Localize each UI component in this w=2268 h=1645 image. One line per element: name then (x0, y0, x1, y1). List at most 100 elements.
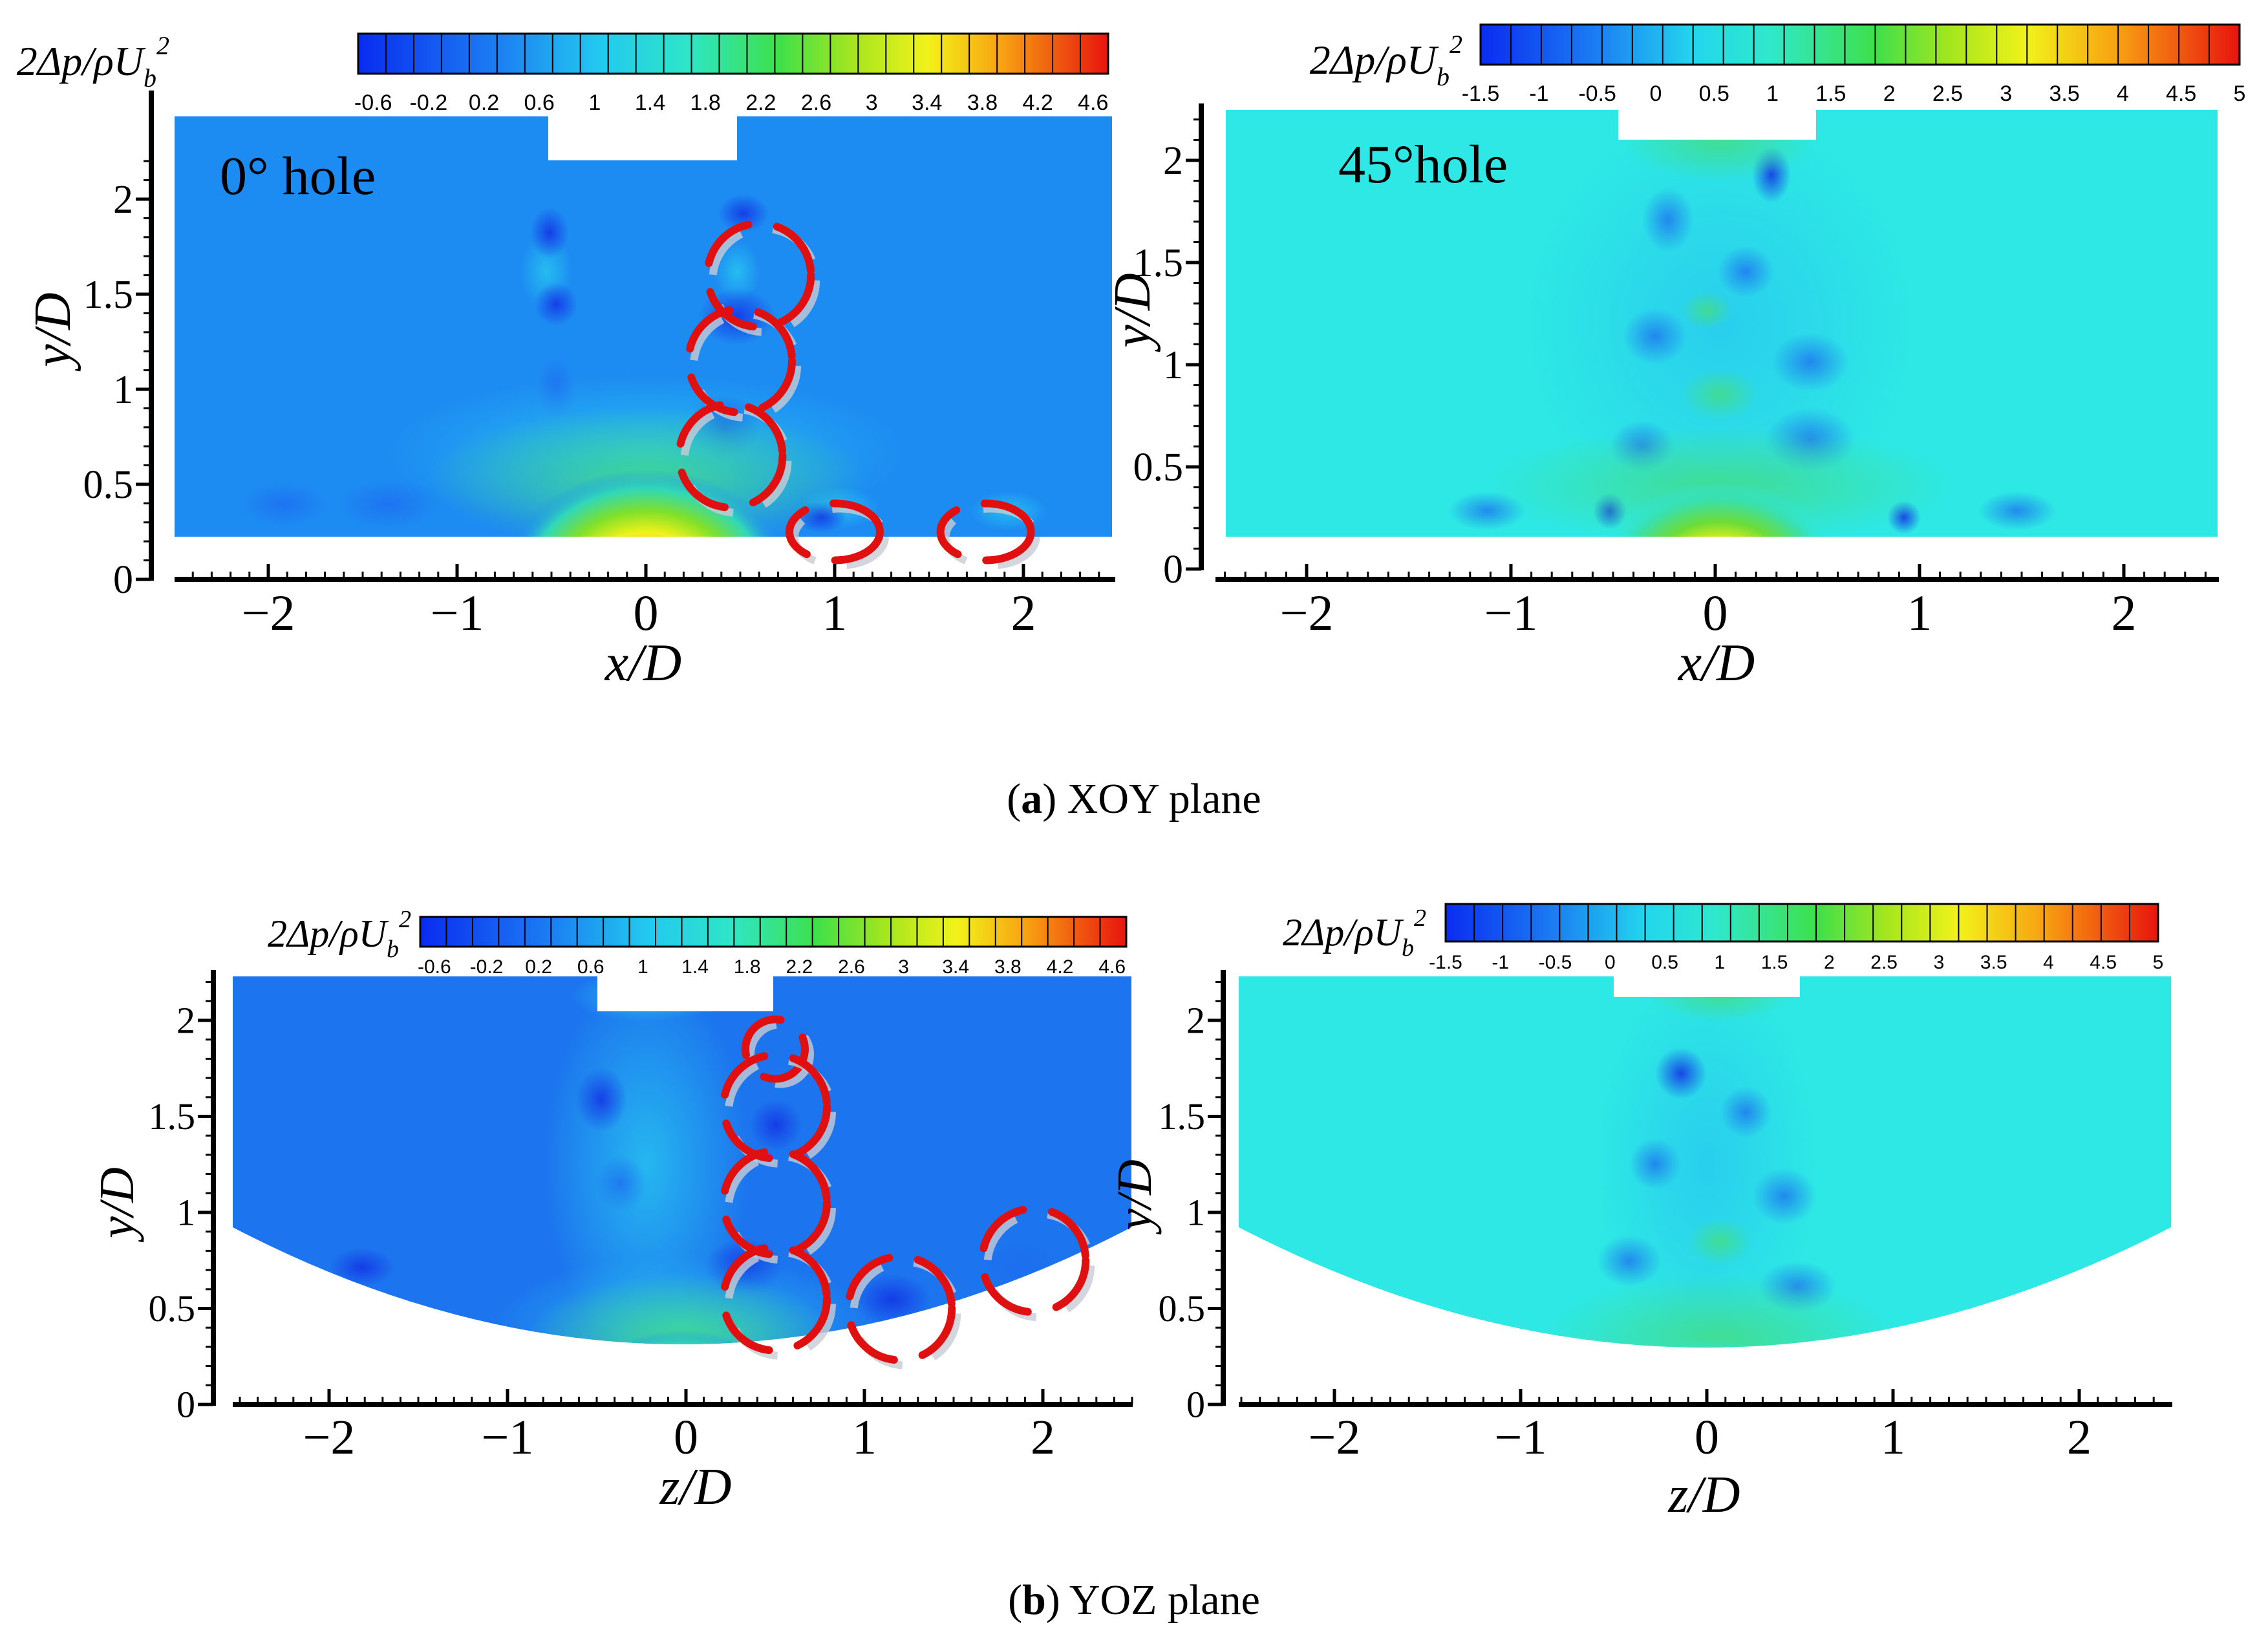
colorbar-ticks: -1.5 -1 -0.5 0 0.5 1 1.5 2 2.5 3 3.5 4 4.5 5 (1462, 81, 2246, 106)
colorbar-tick-label: -0.2 (410, 91, 448, 115)
colorbar-separators (385, 34, 1082, 74)
caption-b-letter: b (1022, 1576, 1046, 1624)
x-axis: −2 −1 0 1 2 (233, 1389, 1133, 1465)
vortex-ring (675, 400, 787, 511)
colorbar-gradient (1444, 903, 2159, 943)
colorbar-tick-label: -1.5 (1429, 952, 1462, 973)
colorbar-tick-label: 0.2 (525, 956, 552, 978)
colorbar-tick-label: -0.5 (1539, 952, 1572, 973)
vortex-ring-shadow (690, 310, 801, 422)
colorbar-separators (1510, 25, 2210, 65)
colorbar-tick-label: 0 (1605, 952, 1616, 973)
colorbar-tick-label: 2 (1824, 952, 1835, 973)
y-tick-label: 1.5 (149, 1095, 196, 1137)
vortex-ring-shadow (747, 1020, 814, 1088)
x-tick-label: 1 (822, 585, 848, 641)
colorbar-gradient (1479, 23, 2241, 66)
vortex-ring-shadow (725, 1152, 836, 1264)
heatmap-field (175, 116, 1112, 537)
vortex-ring (720, 1243, 831, 1355)
caption-a-letter: a (1021, 775, 1043, 822)
vortex-rings (720, 1015, 1095, 1370)
colorbar-tick-label: 4.6 (1098, 956, 1126, 978)
colorbar-ticks: -1.5 -1 -0.5 0 0.5 1 1.5 2 2.5 3 3.5 4 4.5 5 (1429, 952, 2163, 973)
y-tick-label: 1.5 (1159, 1095, 1206, 1137)
colorbar-tick-label: 5 (2153, 952, 2164, 973)
x-tick-label: −2 (1280, 585, 1334, 641)
colorbar-tick-label: 2.5 (1932, 81, 1963, 106)
y-axis-label: y/D (25, 292, 81, 372)
colorbar-tick-label: 3.8 (967, 91, 998, 115)
panel-a-left: 2Δp/ρUb2 -0.6 -0.2 0.2 0.6 1 1.4 1.8 2.2 2.6 3 3.4… (17, 31, 1115, 692)
colorbar-ticks: -0.6 -0.2 0.2 0.6 1 1.4 1.8 2.2 2.6 3 3.4 3.8 4.2 4.6 (354, 91, 1109, 115)
y-tick-label: 2 (177, 1000, 195, 1042)
colorbar-tick-label: 1.8 (690, 91, 721, 115)
colorbar-tick-label: -0.2 (470, 956, 504, 978)
x-tick-label: 1 (1907, 585, 1932, 641)
vortex-ring-shadow (941, 504, 1040, 570)
y-axis-label: y/D (90, 1167, 144, 1243)
heatmap-field (233, 976, 1131, 1344)
vortex-ring-shadow (983, 1210, 1095, 1322)
colorbar-1b: 2Δp/ρUb2 -0.6 -0.2 0.2 0.6 1 1.4 1.8 2.2 2.6 3 3.4… (268, 906, 1128, 978)
colorbar-2b: 2Δp/ρUb2 -1.5 -1 -0.5 0 0.5 1 1.5 2 2.5 3 3.5 4 4.5 5 (1283, 903, 2163, 973)
colorbar-tick-label: 0 (1649, 81, 1662, 106)
vortex-ring (978, 1205, 1090, 1317)
colorbar-tick-label: 3.4 (912, 91, 942, 115)
colorbar-tick-label: 3 (866, 91, 878, 115)
x-tick-label: 2 (2112, 585, 2137, 641)
x-tick-label: 0 (1695, 1410, 1719, 1465)
y-tick-label: 0 (1163, 548, 1183, 592)
x-axis: −2 −1 0 1 2 (175, 564, 1115, 641)
y-axis: 0 0.5 1 1.5 2 (1133, 103, 1204, 592)
y-tick-label: 1 (1186, 1192, 1205, 1234)
x-tick-label: 2 (1031, 1410, 1055, 1465)
panel-b-right: 2Δp/ρUb2 -1.5 -1 -0.5 0 0.5 1 1.5 2 2.5 3 3.5 4 4.5 5… (1107, 903, 2172, 1523)
colorbar-tick-label: 2.6 (801, 91, 831, 115)
vortex-ring (786, 499, 884, 564)
colorbar-tick-label: -1 (1529, 81, 1548, 106)
colorbar-tick-label: 0.2 (469, 91, 499, 115)
colorbar-tick-label: 4.2 (1047, 956, 1074, 978)
colorbar-tick-label: -0.6 (418, 956, 451, 978)
vortex-ring-shadow (680, 405, 792, 517)
x-tick-label: −1 (431, 585, 484, 641)
y-tick-label: 1.5 (1133, 241, 1184, 285)
vortex-ring (703, 219, 815, 331)
colorbar-separators (1473, 904, 2130, 941)
colorbar-tick-label: 2.2 (745, 91, 776, 115)
vortex-rings (675, 219, 1040, 570)
caption-b: (b) YOZ plane (1008, 1576, 1260, 1624)
colorbar-tick-label: 1.8 (734, 956, 761, 978)
colorbar-tick-label: 0.5 (1699, 81, 1729, 106)
colorbar-tick-label: 3 (2000, 81, 2012, 106)
colorbar-tick-label: 3 (898, 956, 909, 978)
colorbar-tick-label: 1.4 (635, 91, 665, 115)
vortex-ring-shadow (791, 504, 889, 570)
colorbar-tick-label: -0.6 (354, 91, 392, 115)
y-tick-label: 1 (113, 368, 133, 412)
x-tick-label: 2 (2067, 1410, 2091, 1465)
colorbar-tick-label: 2 (1883, 81, 1896, 106)
colorbar-tick-label: -1.5 (1462, 81, 1500, 106)
y-axis-label: y/D (1104, 273, 1161, 352)
y-tick-label: 0.5 (1133, 446, 1184, 489)
colorbar-label: 2Δp/ρUb2 (1310, 30, 1462, 91)
x-tick-label: 1 (852, 1410, 877, 1465)
x-axis: −2 −1 0 1 2 (1215, 564, 2219, 641)
colorbar-tick-label: -1 (1492, 952, 1509, 973)
vortex-ring (742, 1015, 809, 1083)
colorbar-tick-label: -0.5 (1578, 81, 1616, 106)
x-tick-label: 2 (1011, 585, 1036, 641)
colorbar-tick-label: 4 (2117, 81, 2129, 106)
y-tick-label: 0.5 (83, 463, 134, 507)
vortex-ring-shadow (850, 1258, 961, 1370)
colorbar-tick-label: 1 (637, 956, 648, 978)
vortex-ring-shadow (709, 224, 820, 336)
y-axis: 0 0.5 1 1.5 2 (1159, 970, 1226, 1426)
y-tick-label: 1.5 (83, 273, 134, 317)
hole-cutout (548, 116, 737, 160)
colorbar-tick-label: 4.6 (1078, 91, 1108, 115)
colorbar-1a: 2Δp/ρUb2 -0.6 -0.2 0.2 0.6 1 1.4 1.8 2.2 2.6 3 3.4… (17, 31, 1109, 115)
